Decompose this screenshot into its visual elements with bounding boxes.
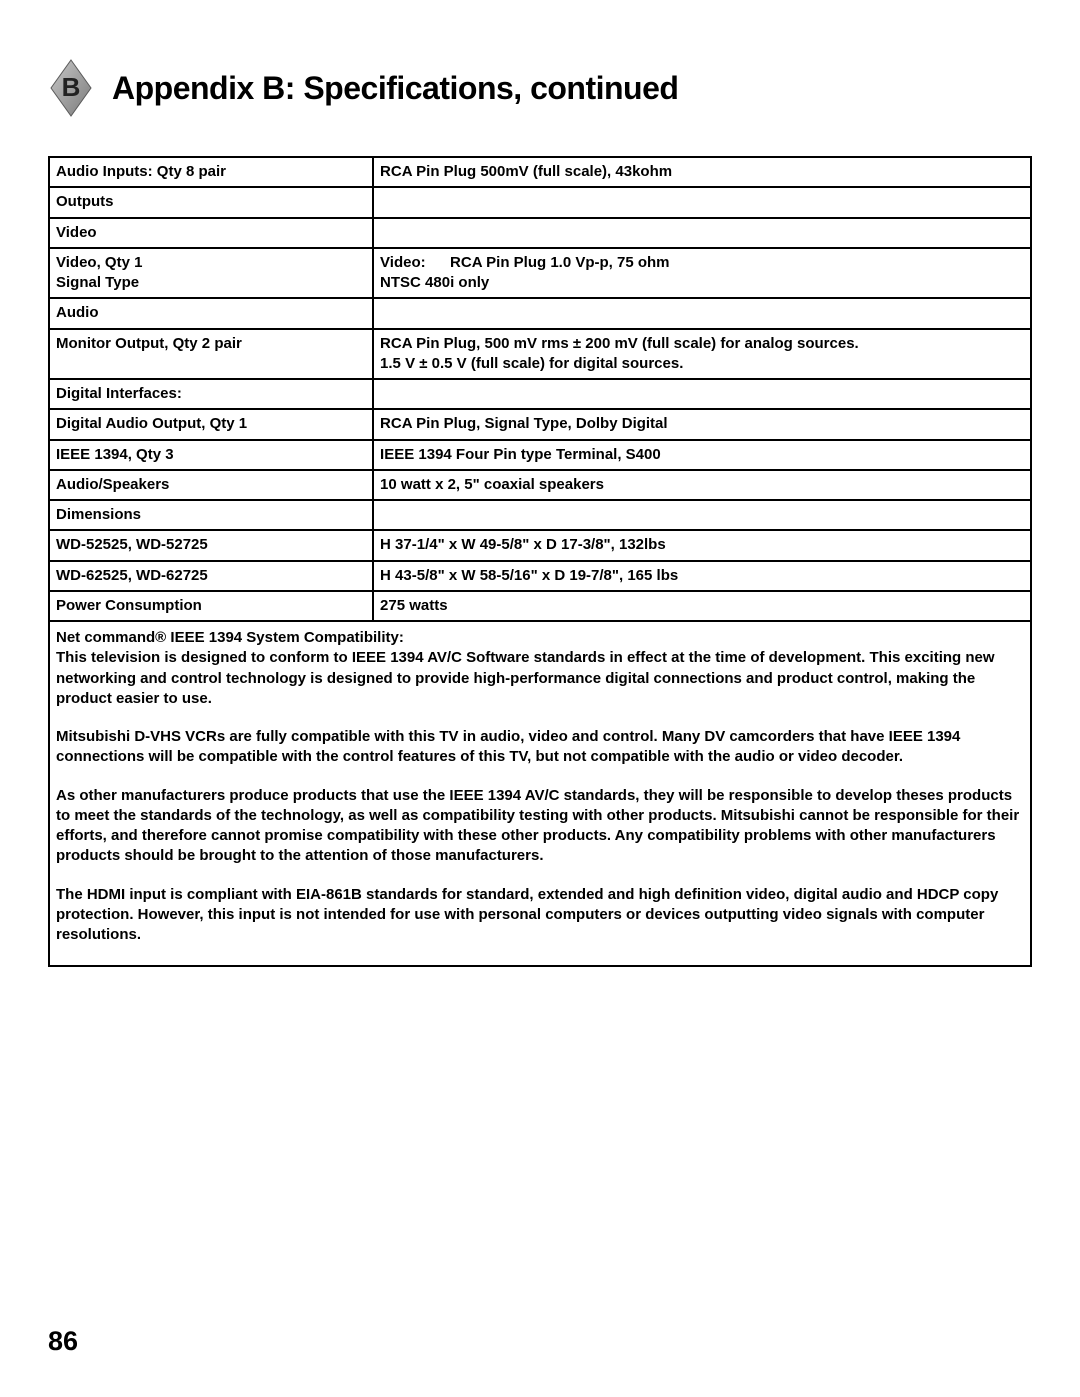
- spec-label: WD-52525, WD-52725: [49, 530, 373, 560]
- table-row: Dimensions: [49, 500, 1031, 530]
- notes-paragraph: Net command® IEEE 1394 System Compatibil…: [56, 628, 1024, 709]
- table-row: IEEE 1394, Qty 3IEEE 1394 Four Pin type …: [49, 440, 1031, 470]
- badge-letter: B: [62, 72, 81, 102]
- spec-value: RCA Pin Plug 500mV (full scale), 43kohm: [373, 157, 1031, 187]
- spec-value: [373, 218, 1031, 248]
- spec-label: Video, Qty 1 Signal Type: [49, 248, 373, 299]
- page-number: 86: [48, 1326, 78, 1357]
- appendix-badge-icon: B: [48, 58, 94, 118]
- spec-value: [373, 500, 1031, 530]
- page-header: B Appendix B: Specifications, continued: [48, 58, 1032, 118]
- table-row: Power Consumption275 watts: [49, 591, 1031, 621]
- spec-label: Power Consumption: [49, 591, 373, 621]
- table-row: WD-52525, WD-52725H 37-1/4" x W 49-5/8" …: [49, 530, 1031, 560]
- spec-value: 275 watts: [373, 591, 1031, 621]
- spec-label: IEEE 1394, Qty 3: [49, 440, 373, 470]
- spec-value: [373, 298, 1031, 328]
- notes-block: Net command® IEEE 1394 System Compatibil…: [48, 622, 1032, 967]
- spec-value: H 43-5/8" x W 58-5/16" x D 19-7/8", 165 …: [373, 561, 1031, 591]
- spec-value: RCA Pin Plug, Signal Type, Dolby Digital: [373, 409, 1031, 439]
- table-row: Digital Audio Output, Qty 1RCA Pin Plug,…: [49, 409, 1031, 439]
- notes-paragraph: Mitsubishi D-VHS VCRs are fully compatib…: [56, 727, 1024, 768]
- spec-value: RCA Pin Plug, 500 mV rms ± 200 mV (full …: [373, 329, 1031, 380]
- page-title: Appendix B: Specifications, continued: [112, 70, 678, 107]
- spec-label: Digital Interfaces:: [49, 379, 373, 409]
- spec-label: Audio/Speakers: [49, 470, 373, 500]
- table-row: WD-62525, WD-62725H 43-5/8" x W 58-5/16"…: [49, 561, 1031, 591]
- notes-heading: Net command® IEEE 1394 System Compatibil…: [56, 629, 404, 646]
- spec-value: [373, 187, 1031, 217]
- spec-label: Digital Audio Output, Qty 1: [49, 409, 373, 439]
- spec-label: Audio: [49, 298, 373, 328]
- table-row: Outputs: [49, 187, 1031, 217]
- table-row: Audio: [49, 298, 1031, 328]
- notes-paragraph: As other manufacturers produce products …: [56, 786, 1024, 867]
- spec-label: WD-62525, WD-62725: [49, 561, 373, 591]
- spec-label: Outputs: [49, 187, 373, 217]
- spec-table: Audio Inputs: Qty 8 pairRCA Pin Plug 500…: [48, 156, 1032, 622]
- spec-value: Video:RCA Pin Plug 1.0 Vp-p, 75 ohmNTSC …: [373, 248, 1031, 299]
- spec-value: [373, 379, 1031, 409]
- notes-paragraph: The HDMI input is compliant with EIA-861…: [56, 885, 1024, 946]
- table-row: Monitor Output, Qty 2 pairRCA Pin Plug, …: [49, 329, 1031, 380]
- spec-label: Monitor Output, Qty 2 pair: [49, 329, 373, 380]
- table-row: Audio Inputs: Qty 8 pairRCA Pin Plug 500…: [49, 157, 1031, 187]
- spec-label: Video: [49, 218, 373, 248]
- table-row: Video: [49, 218, 1031, 248]
- table-row: Video, Qty 1 Signal TypeVideo:RCA Pin Pl…: [49, 248, 1031, 299]
- table-row: Audio/Speakers10 watt x 2, 5" coaxial sp…: [49, 470, 1031, 500]
- spec-value: 10 watt x 2, 5" coaxial speakers: [373, 470, 1031, 500]
- spec-label: Dimensions: [49, 500, 373, 530]
- page: B Appendix B: Specifications, continued …: [0, 0, 1080, 1007]
- spec-value: IEEE 1394 Four Pin type Terminal, S400: [373, 440, 1031, 470]
- spec-value: H 37-1/4" x W 49-5/8" x D 17-3/8", 132lb…: [373, 530, 1031, 560]
- table-row: Digital Interfaces:: [49, 379, 1031, 409]
- notes-text: This television is designed to conform t…: [56, 649, 995, 707]
- spec-label: Audio Inputs: Qty 8 pair: [49, 157, 373, 187]
